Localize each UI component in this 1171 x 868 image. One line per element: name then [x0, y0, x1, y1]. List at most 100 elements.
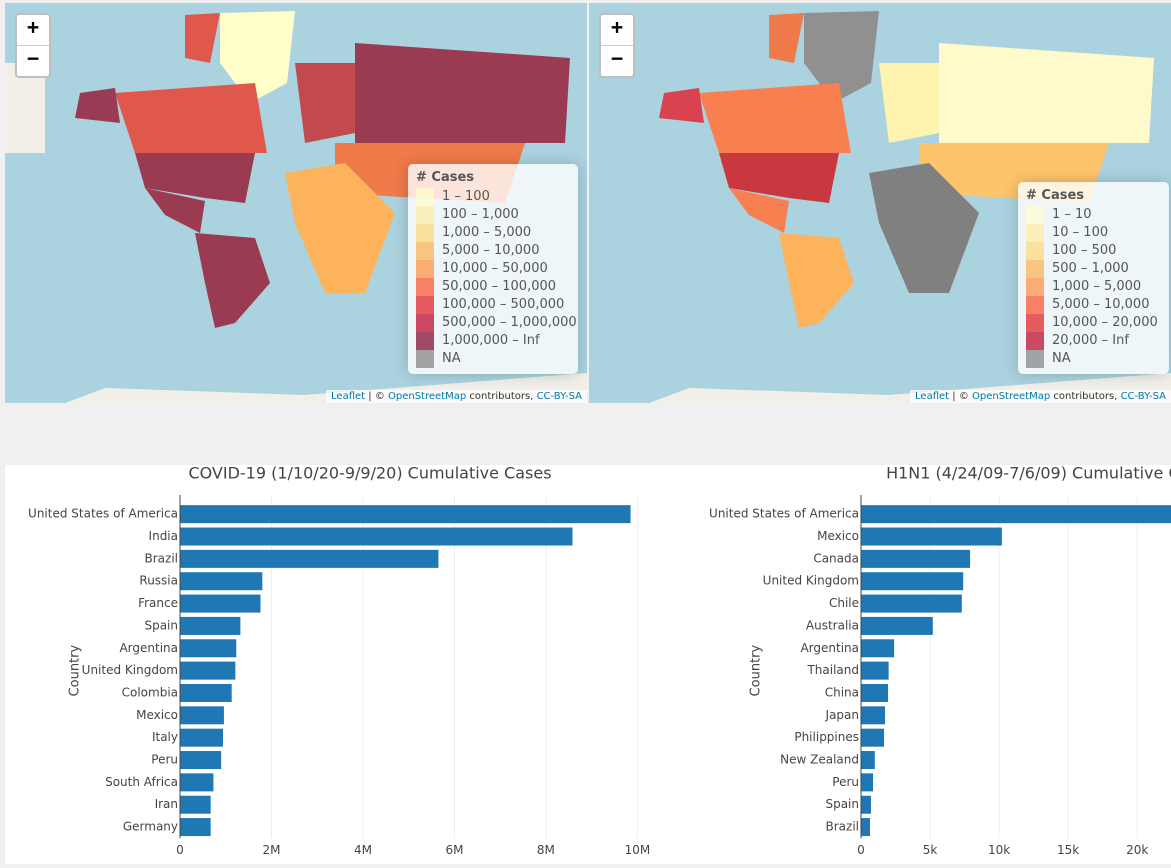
- legend-label: 100 – 1,000: [442, 207, 519, 222]
- y-tick-label: Russia: [139, 574, 178, 588]
- legend-item: 1,000 – 5,000: [1026, 278, 1161, 296]
- legend-swatch: [1026, 332, 1044, 350]
- x-tick-label: 20k: [1126, 843, 1148, 857]
- y-tick-label: Spain: [144, 618, 178, 632]
- legend-label: 10,000 – 20,000: [1052, 315, 1158, 330]
- legend-swatch: [416, 260, 434, 278]
- legend-swatch: [416, 206, 434, 224]
- legend-label: 50,000 – 100,000: [442, 279, 557, 294]
- legend: # Cases 1 – 10 10 – 100 100 – 500 500 – 1,00…: [1018, 182, 1169, 374]
- legend-item: 10,000 – 20,000: [1026, 314, 1161, 332]
- map[interactable]: + − # Cases 1 – 10 10 – 100 100 – 500 500 – 1…: [589, 3, 1171, 403]
- legend-label: 500 – 1,000: [1052, 261, 1129, 276]
- x-tick-label: 5k: [923, 843, 938, 857]
- x-tick-label: 0: [176, 843, 184, 857]
- legend-swatch: [1026, 314, 1044, 332]
- legend-item: 10,000 – 50,000: [416, 260, 570, 278]
- legend-label: 100 – 500: [1052, 243, 1117, 258]
- legend-swatch: [416, 350, 434, 368]
- y-tick-label: Italy: [152, 730, 178, 744]
- legend-item: 500 – 1,000: [1026, 260, 1161, 278]
- legend-swatch: [1026, 350, 1044, 368]
- y-tick-label: United States of America: [28, 507, 178, 521]
- legend-title: # Cases: [1026, 188, 1085, 203]
- legend-label: 1 – 10: [1052, 207, 1092, 222]
- legend-label: 5,000 – 10,000: [1052, 297, 1150, 312]
- link[interactable]: Leaflet: [331, 391, 366, 402]
- y-tick-label: Mexico: [817, 529, 859, 543]
- y-tick-label: Thailand: [806, 663, 859, 677]
- zoom-in[interactable]: +: [26, 15, 40, 39]
- chart-title: COVID-19 (1/10/20-9/9/20) Cumulative Cas…: [188, 465, 551, 483]
- zoom-out[interactable]: −: [17, 45, 49, 76]
- legend-item: 5,000 – 10,000: [1026, 296, 1161, 314]
- legend-item: 10 – 100: [1026, 224, 1161, 242]
- bar: [861, 795, 871, 814]
- link[interactable]: CC-BY-SA: [536, 391, 582, 402]
- bar: [180, 773, 214, 792]
- zoom-control: + −: [599, 13, 635, 78]
- legend-item: 1 – 10: [1026, 206, 1161, 224]
- bar: [861, 527, 1002, 546]
- x-tick-label: 2M: [262, 843, 280, 857]
- bar: [180, 505, 631, 524]
- bar: [180, 795, 211, 814]
- y-axis-label: Country: [68, 645, 83, 697]
- text: contributors,: [466, 391, 537, 402]
- attribution: Leaflet | © OpenStreetMap contributors, …: [326, 390, 587, 403]
- x-tick-label: 15k: [1057, 843, 1079, 857]
- y-tick-label: Brazil: [145, 551, 179, 565]
- legend-swatch: [416, 332, 434, 350]
- legend-swatch: [1026, 278, 1044, 296]
- x-tick-label: 6M: [445, 843, 463, 857]
- y-tick-label: Iran: [155, 797, 178, 811]
- legend-item: 100 – 500: [1026, 242, 1161, 260]
- legend-swatch: [416, 188, 434, 206]
- legend-label: 5,000 – 10,000: [442, 243, 540, 258]
- x-tick-label: 10k: [988, 843, 1010, 857]
- bar: [861, 683, 889, 702]
- bar: [180, 639, 237, 658]
- y-axis-label: Country: [749, 645, 764, 697]
- charts: COVID-19 (1/10/20-9/9/20) Cumulative Cas…: [5, 464, 1171, 864]
- x-tick-label: 4M: [354, 843, 372, 857]
- y-tick-label: France: [138, 596, 178, 610]
- bar: [861, 728, 885, 747]
- bar: [861, 661, 889, 680]
- y-tick-label: Canada: [813, 551, 859, 565]
- bar: [180, 594, 261, 613]
- y-tick-label: Germany: [123, 820, 178, 834]
- y-tick-label: United Kingdom: [763, 574, 859, 588]
- link[interactable]: Leaflet: [915, 391, 950, 402]
- bar: [861, 572, 964, 591]
- charts-svg: COVID-19 (1/10/20-9/9/20) Cumulative Cas…: [28, 464, 1171, 857]
- legend-item: NA: [1026, 350, 1161, 368]
- bar: [861, 706, 886, 725]
- legend-label: 10 – 100: [1052, 225, 1109, 240]
- legend-label: NA: [442, 351, 461, 366]
- link[interactable]: OpenStreetMap: [972, 391, 1051, 402]
- legend-label: 10,000 – 50,000: [442, 261, 548, 276]
- legend-swatch: [416, 314, 434, 332]
- bar: [861, 616, 933, 635]
- link[interactable]: OpenStreetMap: [388, 391, 467, 402]
- x-tick-label: 8M: [537, 843, 555, 857]
- bar: [861, 639, 895, 658]
- y-tick-label: Colombia: [122, 685, 178, 699]
- legend-swatch: [416, 242, 434, 260]
- y-tick-label: Peru: [151, 753, 178, 767]
- zoom-out[interactable]: −: [601, 45, 633, 76]
- x-tick-label: 10M: [625, 843, 651, 857]
- legend-swatch: [416, 296, 434, 314]
- map[interactable]: + − # Cases 1 – 100 100 – 1,000 1,000 – 5,00…: [5, 3, 587, 403]
- link[interactable]: CC-BY-SA: [1120, 391, 1166, 402]
- y-tick-label: China: [825, 685, 859, 699]
- bar: [180, 549, 439, 568]
- y-tick-label: Peru: [832, 775, 859, 789]
- zoom-control: + −: [15, 13, 51, 78]
- y-tick-label: Brazil: [826, 820, 860, 834]
- legend-swatch: [416, 278, 434, 296]
- zoom-in[interactable]: +: [610, 15, 624, 39]
- text: contributors,: [1050, 391, 1121, 402]
